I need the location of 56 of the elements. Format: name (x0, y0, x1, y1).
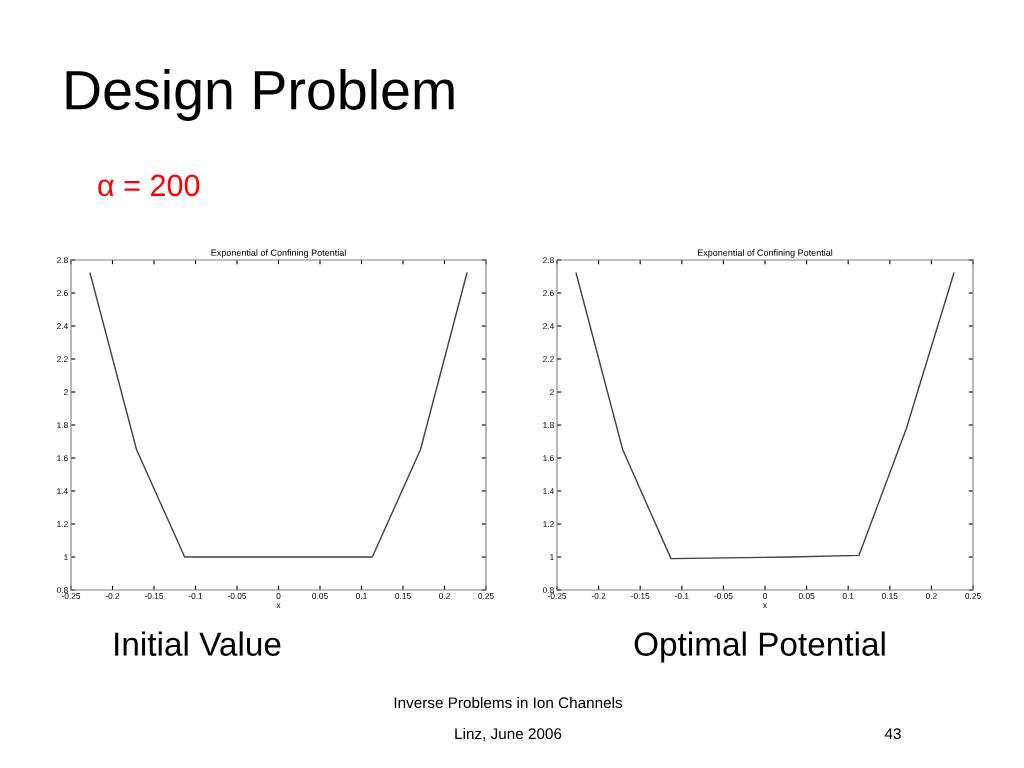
y-tick-label: 0.8 (542, 587, 554, 594)
x-tick-label: -0.2 (591, 593, 606, 599)
text: 43 (884, 728, 901, 740)
chart-title: Exponential of Confining Potential (697, 249, 833, 258)
y-tick-label: 2.2 (57, 356, 68, 363)
x-tick-label: 0.1 (842, 593, 854, 599)
line-series (575, 272, 955, 560)
y-tick-label: 2.4 (57, 323, 68, 330)
x-tick-label: 0.25 (478, 593, 494, 599)
x-tick-label: -0.1 (188, 593, 203, 599)
y-tick-label: 1.6 (57, 455, 68, 462)
y-tick-label: 1.2 (543, 521, 554, 528)
x-tick-label: 0 (763, 593, 767, 599)
y-tick-label: 2 (550, 389, 554, 396)
x-axis-title: x (276, 603, 281, 608)
x-tick-label: 0.25 (965, 593, 981, 599)
x-tick-label: 0.05 (312, 593, 328, 599)
y-tick-label: 0.8 (56, 587, 68, 594)
y-tick-label: 2.6 (543, 290, 554, 297)
y-tick-label: 2.4 (543, 323, 554, 330)
x-axis-title: x (763, 603, 767, 608)
y-tick-label: 1.4 (57, 488, 68, 495)
x-tick-label: 0.05 (798, 593, 815, 599)
y-tick-label: 2.8 (57, 257, 68, 264)
x-tick-label: -0.15 (631, 593, 650, 599)
text: Design Problem (66, 69, 454, 121)
x-tick-label: 0 (276, 593, 281, 599)
text: α = 200 (98, 174, 200, 197)
y-tick-label: 1.8 (57, 422, 68, 429)
y-tick-label: 2.8 (543, 257, 554, 264)
y-tick-label: 1.8 (543, 422, 554, 429)
x-tick-label: 0.15 (882, 593, 898, 599)
x-tick-label: 0.2 (925, 593, 937, 599)
x-tick-label: -0.05 (227, 593, 247, 599)
x-tick-label: 0.15 (395, 593, 411, 599)
y-tick-label: 1.6 (543, 455, 554, 462)
text: Inverse Problems in Ion Channels (394, 696, 623, 709)
x-tick-label: -0.05 (714, 593, 733, 599)
y-tick-label: 2 (64, 389, 68, 396)
chart-title: Exponential of Confining Potential (211, 249, 346, 258)
text: Optimal Potential (634, 631, 885, 663)
x-tick-label: 0.2 (439, 593, 450, 599)
x-tick-label: -0.2 (105, 593, 120, 599)
text: Linz, June 2006 (455, 727, 562, 741)
y-tick-label: 1.4 (543, 488, 554, 495)
text: Initial Value (115, 631, 281, 656)
y-tick-label: 2.6 (57, 290, 68, 297)
y-tick-label: 1 (64, 554, 68, 561)
y-tick-label: 1.2 (57, 521, 68, 528)
x-tick-label: -0.1 (674, 593, 689, 599)
x-tick-label: 0.1 (356, 593, 367, 599)
y-tick-label: 2.2 (543, 356, 554, 363)
x-tick-label: -0.25 (547, 593, 567, 599)
x-tick-label: -0.15 (144, 593, 164, 599)
y-tick-label: 1 (550, 554, 554, 561)
x-tick-label: -0.25 (61, 593, 81, 599)
